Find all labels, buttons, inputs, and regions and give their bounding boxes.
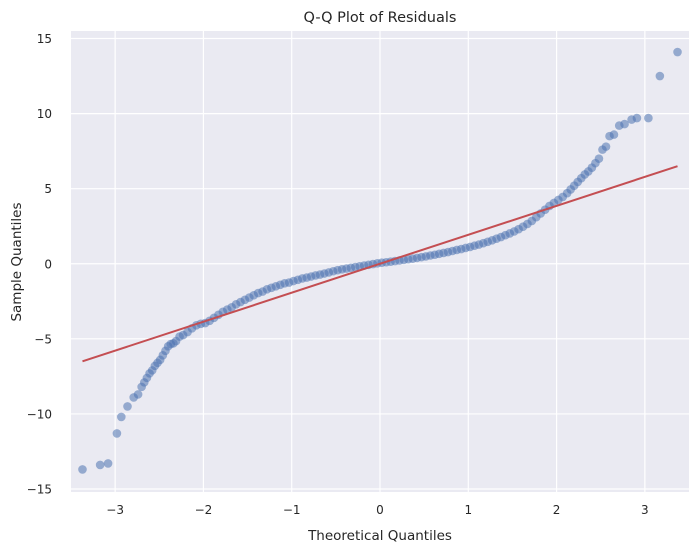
data-points [78, 47, 682, 474]
data-point [673, 47, 682, 57]
y-tick-label: 0 [44, 257, 52, 271]
data-point [632, 113, 642, 123]
data-point [601, 142, 611, 151]
data-point [112, 429, 122, 438]
data-point [78, 465, 87, 474]
reference-line-group [82, 165, 678, 363]
data-point [133, 390, 143, 399]
data-point [609, 130, 619, 139]
x-tick-label: 1 [464, 503, 472, 517]
y-tick-label: 15 [37, 32, 52, 46]
data-point [117, 412, 126, 422]
y-tick-label: 10 [37, 107, 52, 121]
data-point [95, 460, 105, 470]
data-point [594, 154, 604, 163]
data-point [644, 113, 653, 123]
x-tick-label: 0 [376, 503, 384, 517]
y-axis-ticks: −15 −10 −5 0 5 10 15 [27, 32, 52, 496]
y-tick-label: −5 [34, 332, 52, 346]
chart-title: Q-Q Plot of Residuals [304, 10, 457, 26]
x-tick-label: 3 [641, 503, 649, 517]
x-tick-label: −3 [106, 503, 124, 517]
x-axis-label: Theoretical Quantiles [307, 528, 452, 544]
y-tick-label: 5 [44, 182, 52, 196]
reference-line [82, 165, 678, 363]
data-point [655, 71, 665, 81]
y-axis-label: Sample Quantiles [9, 202, 25, 321]
y-tick-label: −10 [27, 407, 52, 421]
x-tick-label: −1 [283, 503, 301, 517]
x-axis-ticks: −3 −2 −1 0 1 2 3 [106, 503, 648, 517]
x-tick-label: 2 [553, 503, 561, 517]
y-tick-label: −15 [27, 482, 52, 496]
data-point [123, 402, 132, 411]
data-point [620, 119, 629, 129]
data-point [103, 459, 113, 468]
x-tick-label: −2 [195, 503, 213, 517]
